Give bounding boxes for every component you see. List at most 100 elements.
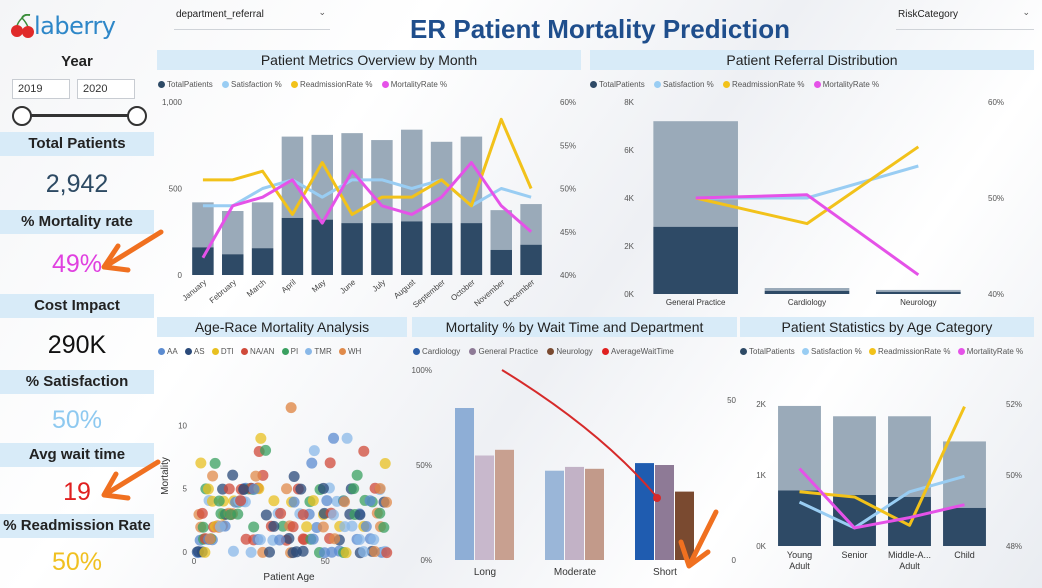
series-line [695, 193, 920, 277]
legend-item[interactable]: Satisfaction % [802, 347, 862, 356]
age-category-legend[interactable]: TotalPatients Satisfaction % Readmission… [740, 347, 1023, 356]
data-point [240, 533, 252, 545]
bar-segment-light [311, 134, 333, 220]
risk-category-value: RiskCategory [898, 9, 959, 20]
monthly-legend[interactable]: TotalPatients Satisfaction % Readmission… [158, 80, 454, 89]
y2-tick-label: 52% [1006, 400, 1022, 409]
legend-item[interactable]: Cardiology [413, 347, 460, 356]
x-tick-label: April [280, 278, 298, 295]
department-filter-dropdown[interactable]: department_referral ⌄ [174, 4, 330, 30]
legend-item[interactable]: Neurology [547, 347, 593, 356]
legend-label: ReadmissionRate % [731, 80, 805, 89]
y2-tick-label: 50% [1006, 471, 1022, 480]
data-point [381, 496, 393, 508]
data-point [255, 432, 267, 444]
year-label: Year [61, 53, 93, 70]
y-tick-label: 6K [624, 146, 634, 155]
legend-item[interactable]: PI [281, 347, 298, 356]
legend-dot [654, 81, 662, 88]
legend-item[interactable]: MortalityRate % [957, 347, 1023, 356]
bar-segment-dark [311, 219, 333, 275]
chevron-down-icon[interactable]: ⌄ [1022, 7, 1030, 17]
bar [545, 470, 564, 560]
legend-label: AverageWaitTime [611, 347, 674, 356]
age-race-legend[interactable]: AA AS DTI NA/AN PI TMR WH [158, 347, 361, 356]
data-point [346, 520, 358, 532]
legend-item[interactable]: TotalPatients [740, 347, 795, 356]
legend-item[interactable]: General Practice [469, 347, 538, 356]
legend-item[interactable]: TotalPatients [590, 80, 645, 89]
data-point [254, 534, 266, 546]
x-tick-label: Long [474, 567, 496, 578]
data-point [348, 483, 360, 495]
kpi-label-mortality-rate: % Mortality rate [0, 210, 154, 234]
year-slider-start-handle[interactable] [12, 106, 32, 126]
referral-chart[interactable]: 8K 6K 4K 2K 0K 60% 50% 40% General Practice Cardi… [586, 92, 1036, 314]
legend-item[interactable]: DTI [211, 347, 234, 356]
year-from-input[interactable]: 2019 [12, 79, 70, 99]
legend-label: Satisfaction % [231, 80, 282, 89]
year-slider-track[interactable] [22, 114, 137, 117]
kpi-value-readmission-rate: 50% [51, 548, 103, 576]
kpi-label-avg-wait-time: Avg wait time [0, 443, 154, 467]
age-category-chart-title: Patient Statistics by Age Category [740, 317, 1034, 337]
x-tick-label: May [310, 278, 327, 295]
legend-label: MortalityRate % [822, 80, 880, 89]
bar-segment-light [430, 141, 453, 224]
y-tick-label: 5 [183, 485, 188, 494]
legend-item[interactable]: ReadmissionRate % [290, 80, 372, 89]
legend-item[interactable]: MortalityRate % [813, 80, 880, 89]
year-to-input[interactable]: 2020 [77, 79, 135, 99]
data-point [197, 521, 209, 533]
legend-item[interactable]: Satisfaction % [654, 80, 714, 89]
bar-segment-light [341, 133, 363, 224]
logo: laberry [10, 12, 122, 40]
legend-dot [158, 348, 165, 355]
legend-item[interactable]: Satisfaction % [222, 80, 282, 89]
x-tick-label: General Practice [666, 298, 726, 307]
risk-category-dropdown[interactable]: RiskCategory ⌄ [896, 4, 1034, 30]
legend-dot [802, 348, 810, 355]
bar-segment-dark [251, 248, 274, 275]
bar-segment-dark [460, 223, 483, 275]
bar [455, 408, 474, 560]
series-line [202, 178, 532, 208]
legend-dot [469, 348, 477, 355]
bar [495, 449, 514, 560]
y-tick-label: 50% [416, 461, 432, 470]
data-point [287, 521, 299, 533]
year-slider-end-handle[interactable] [127, 106, 147, 126]
x-tick-label: Child [954, 550, 975, 560]
bar [565, 466, 584, 560]
legend-item[interactable]: MortalityRate % [381, 80, 447, 89]
legend-item[interactable]: ReadmissionRate % [868, 347, 950, 356]
referral-legend[interactable]: TotalPatients Satisfaction % Readmission… [590, 80, 886, 89]
wait-time-chart[interactable]: 100% 50% 0% 50 0 Long Moderate Short [410, 360, 740, 586]
y-axis-label: Mortality [160, 457, 171, 495]
average-wait-time-line [501, 369, 657, 497]
data-point [288, 496, 300, 508]
legend-item[interactable]: TotalPatients [158, 80, 213, 89]
legend-item[interactable]: ReadmissionRate % [722, 80, 805, 89]
data-point [223, 483, 235, 495]
wait-time-legend[interactable]: Cardiology General Practice Neurology Av… [413, 347, 681, 356]
legend-item[interactable]: AS [184, 347, 205, 356]
legend-item[interactable]: TMR [305, 347, 332, 356]
y-tick-label: 500 [169, 185, 183, 194]
legend-item[interactable]: NA/AN [240, 347, 274, 356]
legend-item[interactable]: WH [338, 347, 361, 356]
chevron-down-icon[interactable]: ⌄ [318, 7, 326, 17]
monthly-chart[interactable]: 1,000 500 0 60% 55% 50% 45% 40% January February M… [150, 92, 590, 314]
data-point [307, 533, 319, 545]
x-tick-label: December [502, 277, 536, 308]
data-point [274, 534, 286, 546]
legend-label: AA [167, 347, 178, 356]
legend-item[interactable]: AA [158, 347, 178, 356]
legend-label: TotalPatients [749, 347, 795, 356]
data-point [368, 534, 380, 546]
data-point [339, 496, 351, 508]
legend-label: TotalPatients [599, 80, 645, 89]
legend-item[interactable]: AverageWaitTime [602, 347, 674, 356]
